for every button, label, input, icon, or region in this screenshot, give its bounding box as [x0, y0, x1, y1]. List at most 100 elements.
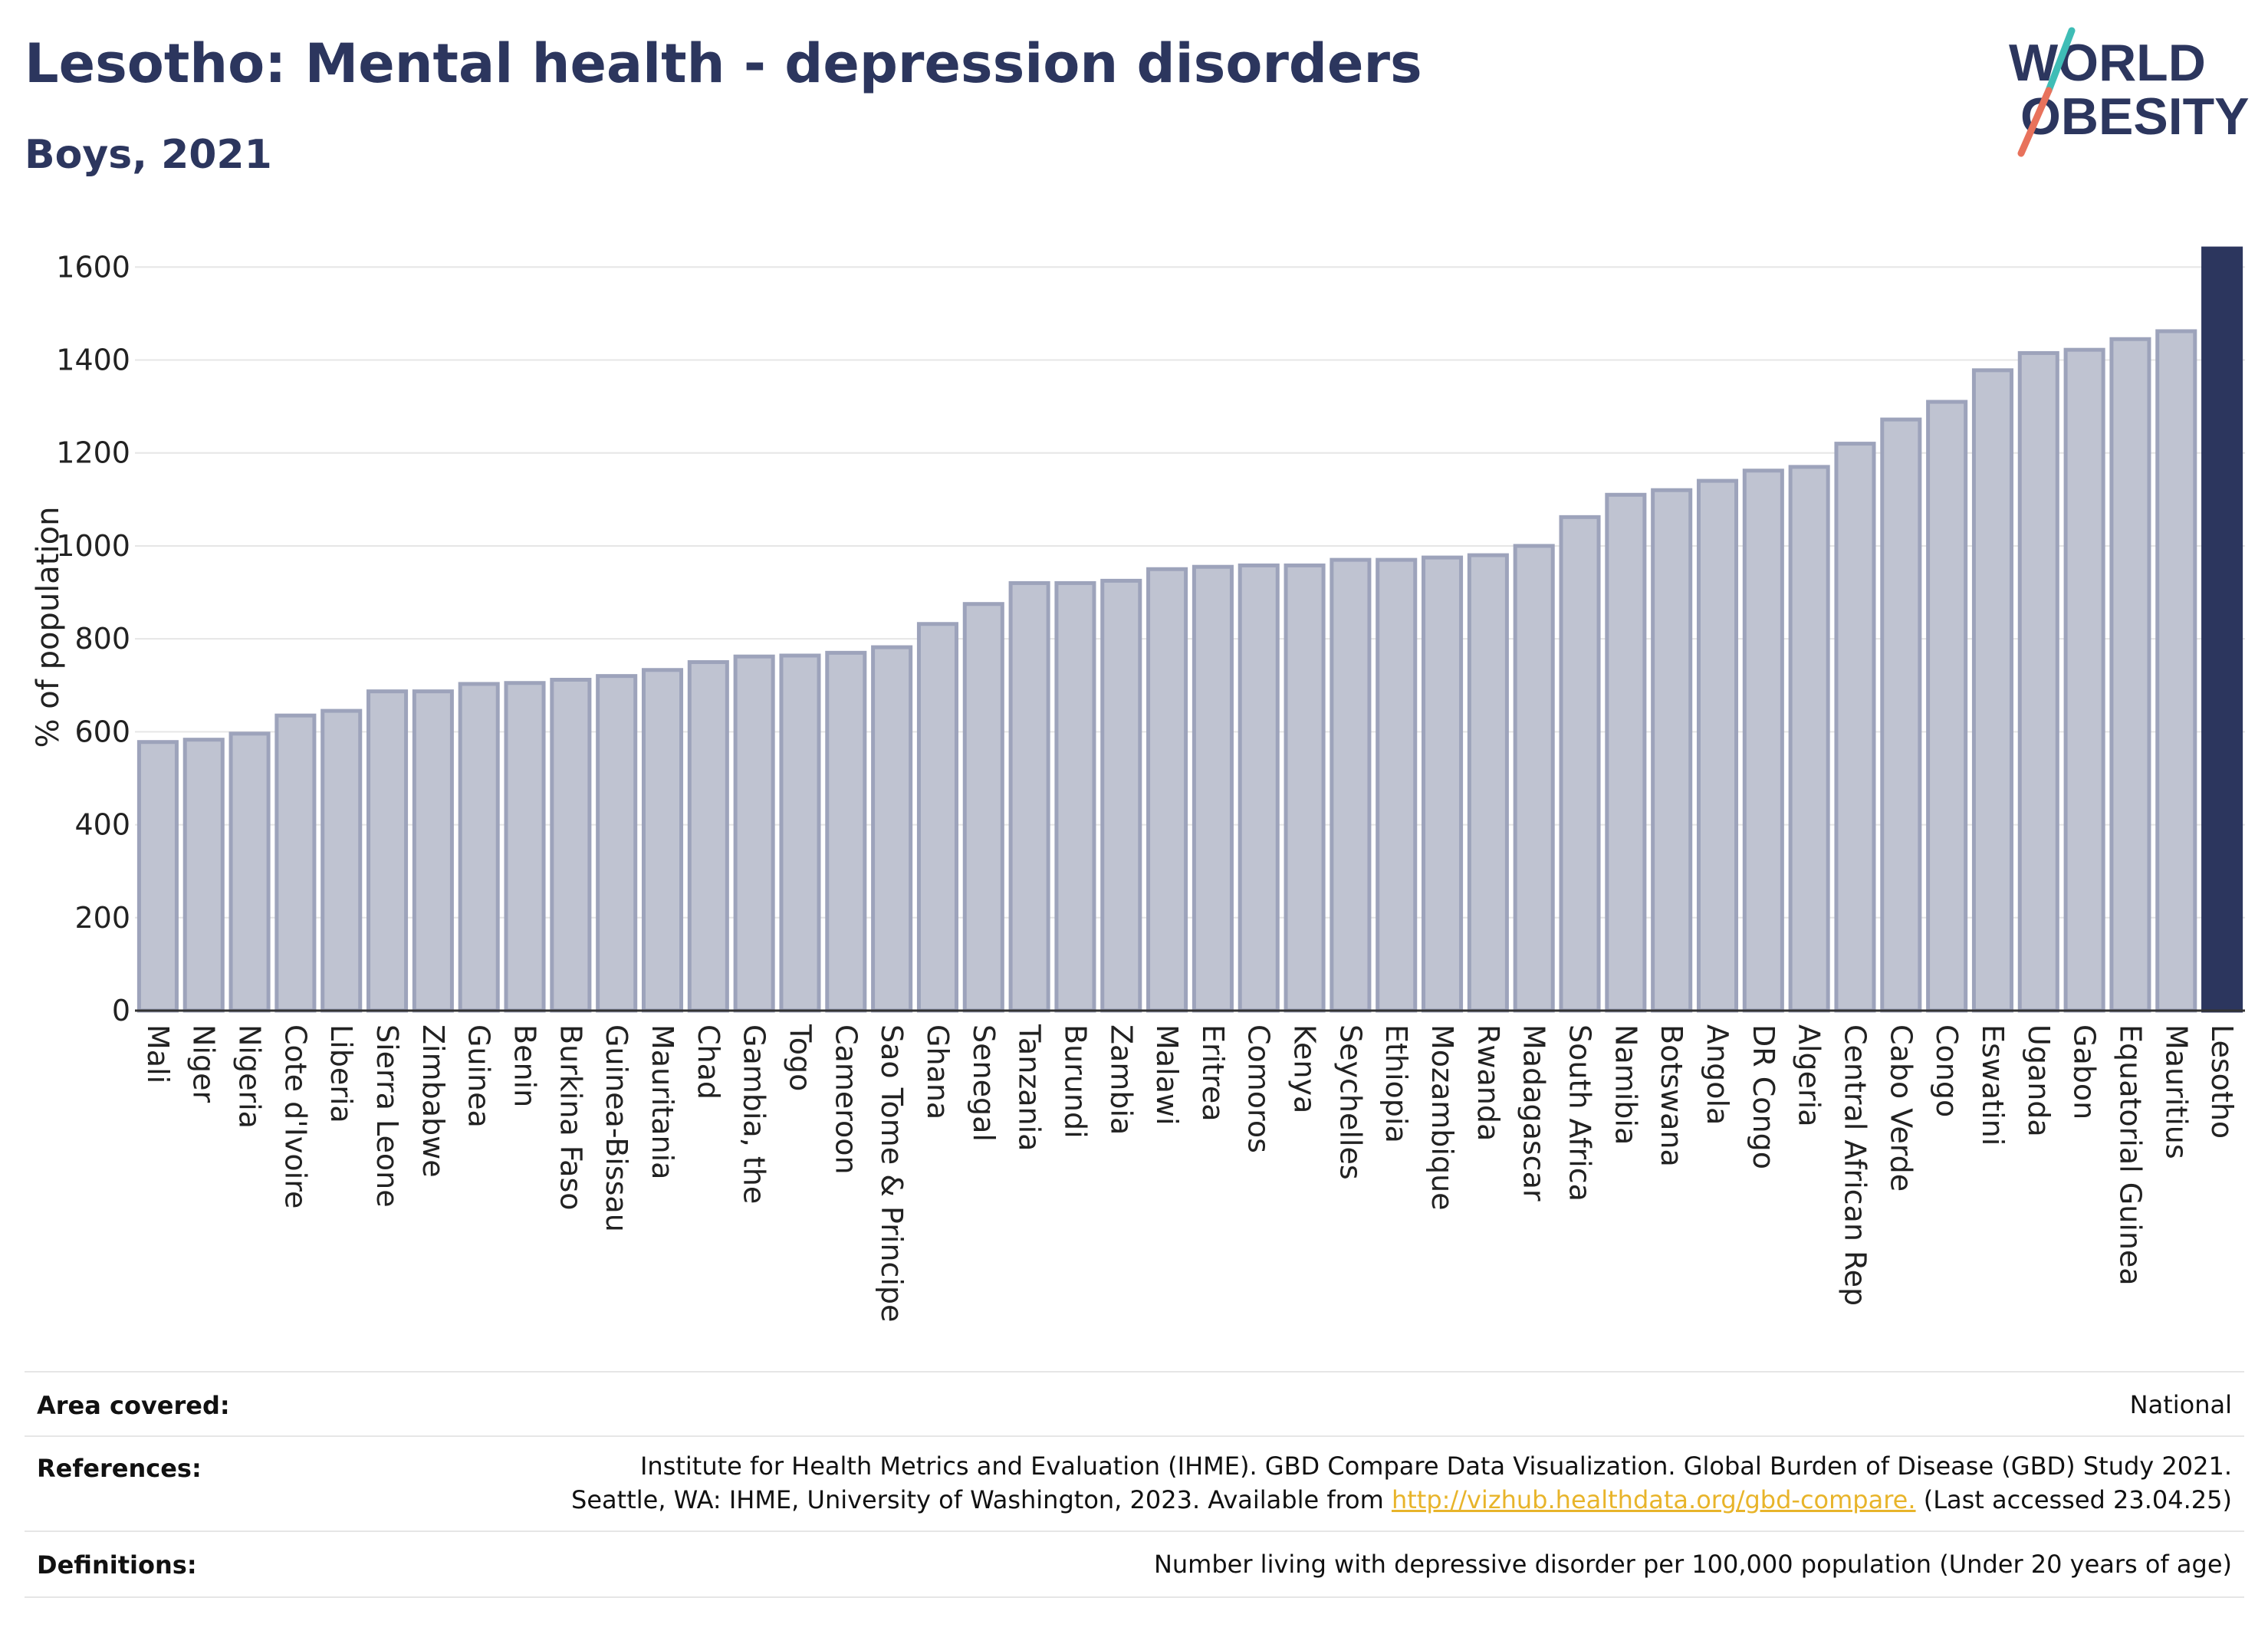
y-tick-label: 1400	[56, 344, 130, 377]
definitions-label: Definitions:	[37, 1550, 197, 1580]
x-tick-label: Niger	[187, 1024, 221, 1103]
x-tick-label: Angola	[1701, 1024, 1734, 1125]
x-tick-label: Burundi	[1058, 1024, 1092, 1139]
x-tick-label: Benin	[508, 1024, 542, 1107]
bar	[733, 654, 775, 1013]
y-tick-label: 800	[74, 622, 130, 656]
y-tick-label: 1000	[56, 529, 130, 563]
bar	[916, 622, 958, 1013]
x-tick-label: Tanzania	[1013, 1024, 1047, 1151]
bar	[1330, 557, 1372, 1013]
x-tick-label: Algeria	[1793, 1024, 1826, 1127]
bar-chart: 0 200 400 600 800 1000 1200 1400 1600 % of popula…	[31, 246, 2245, 1322]
x-tick-label: Liberia	[324, 1024, 358, 1123]
x-tick-label: Sao Tome & Principe	[875, 1024, 909, 1322]
y-tick-label: 600	[74, 715, 130, 748]
x-tick-label: Senegal	[967, 1024, 1001, 1142]
bar	[1880, 417, 1922, 1013]
chart-subtitle: Boys, 2021	[25, 132, 272, 178]
x-tick-label: Guinea-Bissau	[600, 1024, 633, 1232]
x-tick-label: Mauritania	[646, 1024, 679, 1179]
y-tick-label: 1200	[56, 436, 130, 470]
bar	[1742, 469, 1784, 1013]
bar	[2063, 347, 2105, 1013]
x-tick-label: Malawi	[1150, 1024, 1184, 1126]
references-line-2-text: Seattle, WA: IHME, University of Washing…	[571, 1485, 1384, 1514]
y-tick-label: 200	[74, 901, 130, 935]
references-link[interactable]: http://vizhub.healthdata.org/gbd-compare…	[1391, 1485, 1916, 1514]
x-tick-label: Gambia, the	[738, 1024, 771, 1204]
x-tick-label: Sierra Leone	[370, 1024, 404, 1208]
bar	[182, 738, 225, 1013]
x-tick-label: Rwanda	[1471, 1024, 1505, 1141]
bar	[2017, 350, 2059, 1013]
x-tick-label: Chad	[692, 1024, 725, 1100]
area-covered-value: National	[2129, 1390, 2232, 1419]
references-label: References:	[37, 1454, 202, 1483]
bar	[2201, 246, 2243, 1013]
bar	[1238, 563, 1280, 1013]
x-tick-label: Zambia	[1104, 1024, 1138, 1135]
bar	[1513, 544, 1555, 1013]
x-tick-label: Mauritius	[2159, 1024, 2193, 1159]
bar	[458, 682, 500, 1013]
bar	[1788, 465, 1830, 1013]
x-tick-label: Comoros	[1242, 1024, 1276, 1153]
bar	[1284, 563, 1326, 1013]
bar	[1422, 555, 1464, 1013]
x-tick-label: DR Congo	[1747, 1024, 1780, 1169]
bar	[1054, 580, 1096, 1013]
x-tick-label: Gabon	[2068, 1024, 2102, 1119]
x-tick-label: Congo	[1930, 1024, 1964, 1117]
bar	[1559, 515, 1601, 1013]
x-tick-label: Zimbabwe	[416, 1024, 450, 1178]
world-obesity-logo: WORLD OBESITY	[2009, 27, 2250, 157]
bar	[1100, 578, 1142, 1013]
bar	[1467, 553, 1509, 1013]
x-tick-label: Mali	[141, 1024, 175, 1083]
bar	[825, 650, 867, 1013]
x-tick-label: Mozambique	[1425, 1024, 1459, 1211]
bar	[2155, 329, 2197, 1013]
x-tick-label: Eritrea	[1196, 1024, 1230, 1122]
bar	[320, 709, 363, 1013]
references-access-date: (Last accessed 23.04.25)	[1923, 1485, 2232, 1514]
bar	[366, 689, 409, 1013]
bar	[1605, 492, 1647, 1013]
bar	[779, 653, 821, 1013]
x-tick-label: Ethiopia	[1379, 1024, 1413, 1143]
x-tick-label: Togo	[783, 1024, 817, 1091]
x-tick-label: Botswana	[1655, 1024, 1688, 1167]
logo-slash-red	[2017, 87, 2053, 157]
x-tick-label: Ghana	[921, 1024, 955, 1119]
references-line-1: Institute for Health Metrics and Evaluat…	[639, 1452, 2232, 1481]
chart-title: Lesotho: Mental health - depression diso…	[25, 32, 1422, 95]
logo-text-world: WORLD	[2009, 34, 2206, 92]
x-tick-label: Seychelles	[1333, 1024, 1367, 1180]
bar	[228, 732, 271, 1013]
bar	[136, 740, 179, 1013]
bar	[550, 677, 592, 1013]
bar	[962, 602, 1004, 1013]
x-tick-label: Kenya	[1288, 1024, 1322, 1113]
bar	[1971, 368, 2013, 1013]
x-tick-label: Cameroon	[829, 1024, 863, 1175]
logo-text-obesity: OBESITY	[2020, 87, 2250, 146]
x-tick-label: South Africa	[1563, 1024, 1597, 1202]
bar	[1651, 488, 1693, 1013]
bar	[1834, 442, 1876, 1013]
x-tick-label: Cote d'Ivoire	[278, 1024, 312, 1208]
x-tick-label: Eswatini	[1976, 1024, 2010, 1146]
bar	[1696, 478, 1739, 1013]
x-tick-label: Madagascar	[1517, 1024, 1551, 1202]
x-tick-label: Burkina Faso	[554, 1024, 587, 1211]
y-tick-label: 1600	[56, 250, 130, 284]
bar	[687, 659, 729, 1013]
y-tick-label: 0	[112, 994, 130, 1027]
definitions-value: Number living with depressive disorder p…	[1153, 1550, 2232, 1579]
bar	[2109, 337, 2151, 1013]
info-row-area: Area covered: National	[25, 1371, 2244, 1437]
x-tick-label: Central African Rep	[1838, 1024, 1872, 1306]
x-tick-label: Cabo Verde	[1884, 1024, 1918, 1192]
bar	[871, 645, 913, 1013]
